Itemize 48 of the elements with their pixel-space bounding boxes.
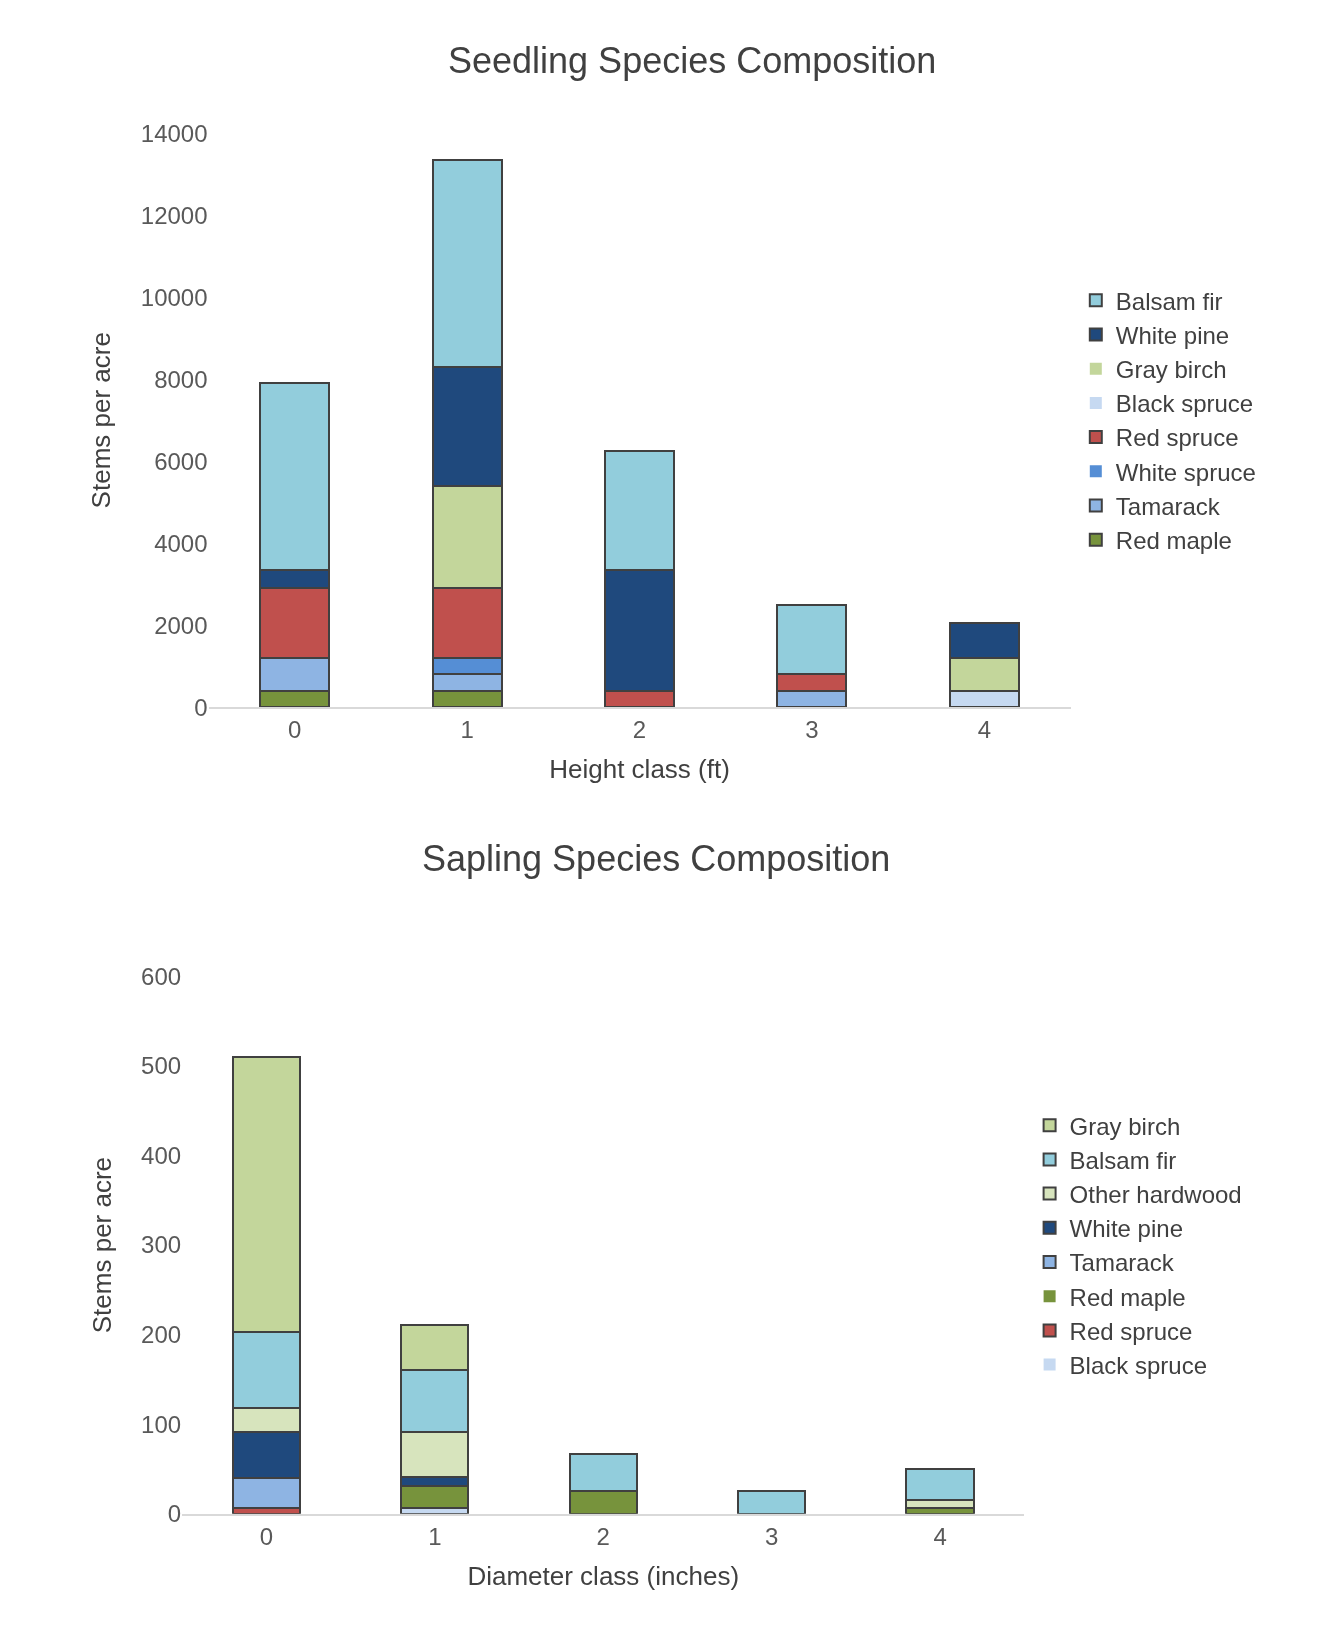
- x-tick-label: 4: [977, 715, 991, 743]
- legend-label: White pine: [1069, 1215, 1183, 1243]
- y-tick-label: 600: [141, 962, 182, 990]
- x-tick-label: 0: [259, 1522, 274, 1550]
- legend-label: Other hardwood: [1069, 1180, 1242, 1208]
- chart-title: Seedling Species Composition: [448, 40, 937, 81]
- y-axis-title: Stems per acre: [86, 1156, 117, 1334]
- y-tick-label: 2000: [154, 611, 208, 639]
- legend-label: Red maple: [1115, 527, 1232, 555]
- legend-label: Red spruce: [1115, 424, 1239, 452]
- legend-label: Red maple: [1069, 1283, 1186, 1311]
- legend-label: White spruce: [1115, 458, 1256, 486]
- y-tick-label: 14000: [140, 119, 208, 147]
- legend-label: Gray birch: [1115, 356, 1227, 384]
- legend-label: Red spruce: [1069, 1317, 1193, 1345]
- y-tick-label: 6000: [154, 447, 208, 475]
- y-tick-label: 4000: [154, 529, 208, 557]
- y-tick-label: 500: [141, 1052, 182, 1080]
- legend-label: Tamarack: [1115, 492, 1221, 520]
- legend-label: Black spruce: [1069, 1351, 1207, 1379]
- x-tick-label: 4: [933, 1522, 947, 1550]
- y-tick-label: 400: [141, 1141, 182, 1169]
- chart-title: Sapling Species Composition: [422, 838, 891, 879]
- y-tick-label: 0: [167, 1500, 182, 1528]
- y-tick-label: 8000: [154, 365, 208, 393]
- y-tick-label: 10000: [140, 283, 208, 311]
- y-tick-label: 300: [141, 1231, 182, 1259]
- x-axis-title: Height class (ft): [549, 754, 730, 785]
- legend-label: Balsam fir: [1115, 287, 1223, 315]
- y-tick-label: 0: [194, 693, 208, 721]
- bar: [736, 1490, 807, 1514]
- legend-label: Gray birch: [1069, 1112, 1181, 1140]
- legend-label: White pine: [1115, 321, 1230, 349]
- y-tick-label: 200: [141, 1321, 182, 1349]
- y-tick-label: 12000: [140, 201, 208, 229]
- x-tick-label: 3: [764, 1522, 779, 1550]
- x-tick-label: 1: [460, 715, 474, 743]
- x-tick-label: 2: [596, 1522, 610, 1550]
- legend-label: Balsam fir: [1069, 1146, 1177, 1174]
- y-tick-label: 100: [141, 1410, 182, 1438]
- x-tick-label: 2: [632, 715, 647, 743]
- legend-label: Tamarack: [1069, 1249, 1175, 1277]
- x-tick-label: 3: [805, 715, 819, 743]
- x-tick-label: 0: [288, 715, 302, 743]
- x-tick-label: 1: [428, 1522, 442, 1550]
- x-axis-title: Diameter class (inches): [467, 1560, 740, 1591]
- legend-label: Black spruce: [1115, 390, 1254, 418]
- y-axis-title: Stems per acre: [86, 332, 117, 509]
